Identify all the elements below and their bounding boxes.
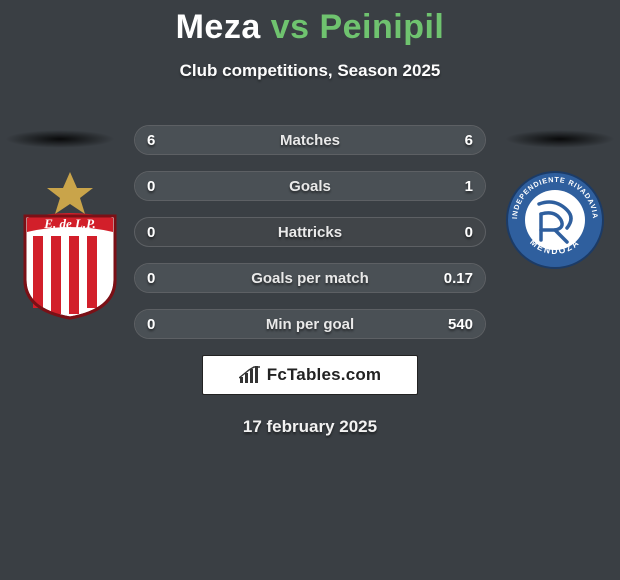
stats-table: 6Matches60Goals10Hattricks00Goals per ma…	[134, 125, 486, 339]
player2-shadow	[505, 130, 615, 148]
brand-text: FcTables.com	[267, 365, 382, 385]
stat-value-right: 0	[465, 218, 473, 247]
stat-value-right: 6	[465, 126, 473, 155]
independiente-rivadavia-crest: INDEPENDIENTE RIVADAVIA MENDOZA	[505, 170, 605, 275]
round-crest-icon: INDEPENDIENTE RIVADAVIA MENDOZA	[505, 170, 605, 270]
player1-shadow	[5, 130, 115, 148]
stat-row: 0Goals per match0.17	[134, 263, 486, 293]
stat-row: 0Min per goal540	[134, 309, 486, 339]
stat-row: 0Hattricks0	[134, 217, 486, 247]
stat-value-right: 1	[465, 172, 473, 201]
stat-label: Matches	[135, 126, 485, 155]
subtitle: Club competitions, Season 2025	[0, 61, 620, 81]
stat-row: 6Matches6	[134, 125, 486, 155]
bar-chart-icon	[239, 366, 261, 384]
shield-icon: E. de L.P.	[15, 170, 125, 320]
stat-label: Min per goal	[135, 310, 485, 339]
stat-label: Hattricks	[135, 218, 485, 247]
comparison-card: Meza vs Peinipil Club competitions, Seas…	[0, 0, 620, 580]
player1-name: Meza	[176, 8, 261, 46]
footer-date: 17 february 2025	[0, 417, 620, 437]
player2-name: Peinipil	[319, 8, 444, 46]
banner-text: E. de L.P.	[43, 216, 95, 231]
stat-row: 0Goals1	[134, 171, 486, 201]
stat-label: Goals per match	[135, 264, 485, 293]
stat-label: Goals	[135, 172, 485, 201]
page-title: Meza vs Peinipil	[0, 8, 620, 47]
stat-value-right: 0.17	[444, 264, 473, 293]
stat-value-right: 540	[448, 310, 473, 339]
estudiantes-crest: E. de L.P.	[15, 170, 125, 325]
brand-badge: FcTables.com	[202, 355, 418, 395]
vs-text: vs	[271, 8, 310, 46]
